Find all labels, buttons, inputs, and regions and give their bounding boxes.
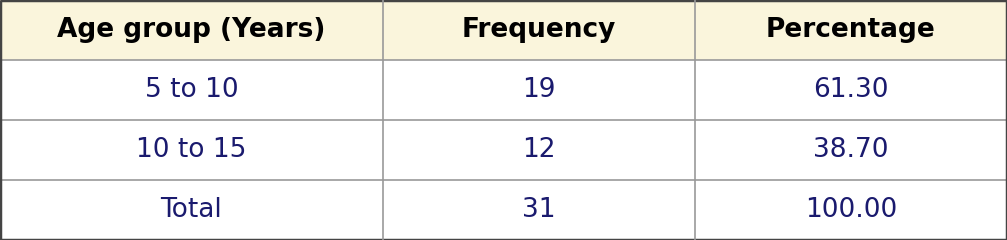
- Bar: [383, 180, 695, 240]
- Bar: [695, 60, 1007, 120]
- Bar: [383, 60, 695, 120]
- Text: 5 to 10: 5 to 10: [145, 77, 238, 103]
- Bar: [695, 0, 1007, 60]
- Bar: [0, 60, 383, 120]
- Text: Frequency: Frequency: [461, 17, 616, 43]
- Text: 38.70: 38.70: [814, 137, 888, 163]
- Text: 19: 19: [522, 77, 556, 103]
- Bar: [0, 180, 383, 240]
- Text: Age group (Years): Age group (Years): [57, 17, 325, 43]
- Bar: [695, 180, 1007, 240]
- Text: Total: Total: [160, 197, 223, 223]
- Text: 61.30: 61.30: [814, 77, 888, 103]
- Text: 31: 31: [522, 197, 556, 223]
- Text: 12: 12: [522, 137, 556, 163]
- Text: 100.00: 100.00: [805, 197, 897, 223]
- Text: Percentage: Percentage: [766, 17, 936, 43]
- Bar: [0, 0, 383, 60]
- Bar: [383, 0, 695, 60]
- Bar: [383, 120, 695, 180]
- Text: 10 to 15: 10 to 15: [136, 137, 247, 163]
- Bar: [0, 120, 383, 180]
- Bar: [695, 120, 1007, 180]
